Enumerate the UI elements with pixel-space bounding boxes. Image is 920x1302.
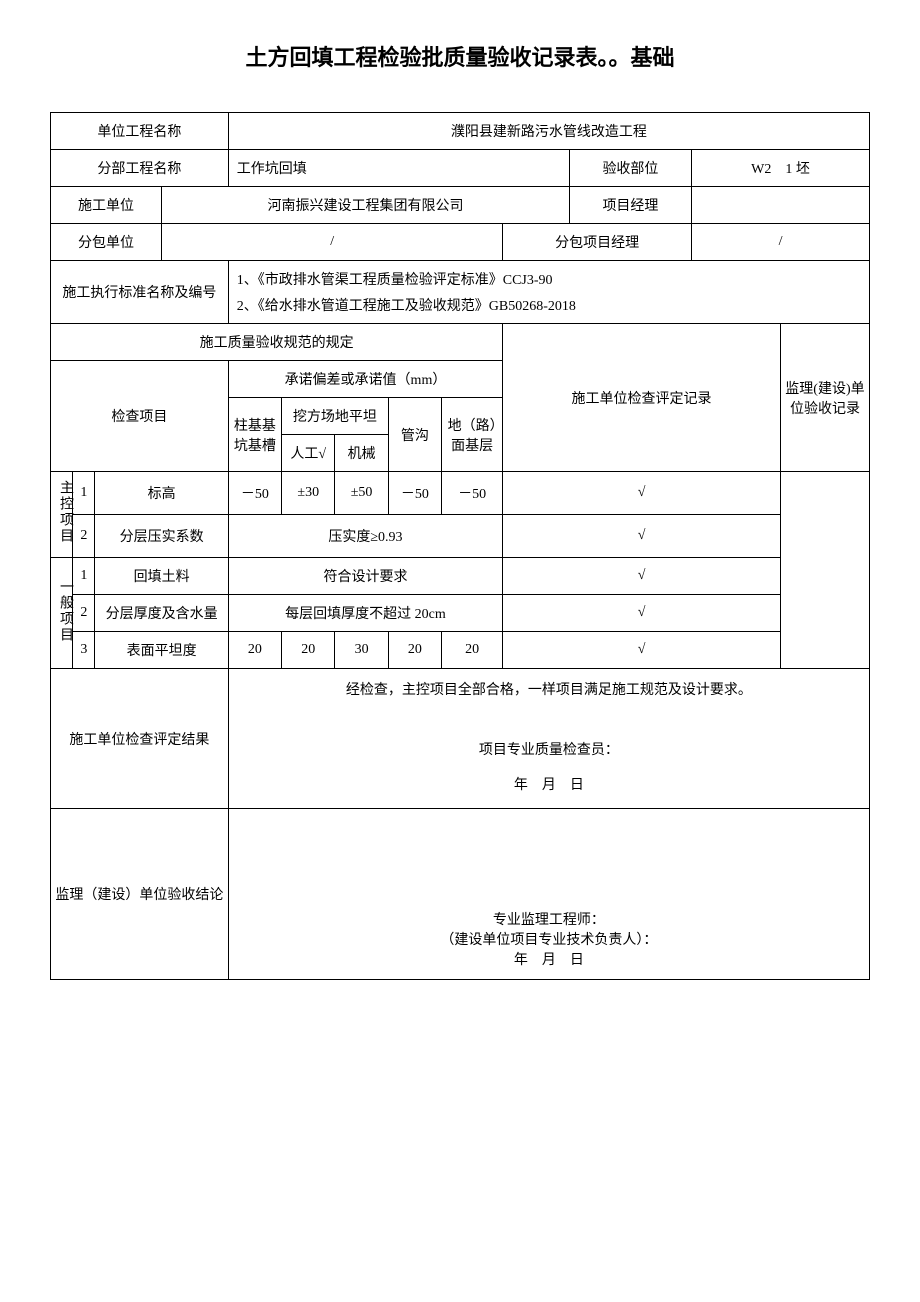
gen-row3-name: 表面平坦度	[95, 632, 228, 669]
value-construction-unit: 河南振兴建设工程集团有限公司	[162, 187, 570, 224]
standard-line1: 1、《市政排水管渠工程质量检验评定标准》CCJ3-90	[237, 269, 865, 289]
main-row2-spec: 压实度≥0.93	[228, 515, 502, 558]
standard-line2: 2、《给水排水管道工程施工及验收规范》GB50268-2018	[237, 295, 865, 315]
gen-row1-name: 回填土料	[95, 558, 228, 595]
col-pipe: 管沟	[388, 398, 441, 472]
label-construction-unit: 施工单位	[51, 187, 162, 224]
col-machine: 机械	[335, 435, 388, 472]
gen-row2-check: √	[503, 595, 781, 632]
label-supervisor-check: 监理(建设)单位验收记录	[780, 324, 869, 472]
main-row1-c3: ±50	[335, 472, 388, 515]
main-row2-name: 分层压实系数	[95, 515, 228, 558]
gen-row3-check: √	[503, 632, 781, 669]
supervisor-signer: 专业监理工程师：	[249, 909, 849, 929]
label-subcontract-pm: 分包项目经理	[503, 224, 692, 261]
gen-row3-c5: 20	[442, 632, 503, 669]
value-standard: 1、《市政排水管渠工程质量检验评定标准》CCJ3-90 2、《给水排水管道工程施…	[228, 261, 869, 324]
gen-row2-name: 分层厚度及含水量	[95, 595, 228, 632]
gen-row1-check: √	[503, 558, 781, 595]
supervisor-date: 年 月 日	[249, 949, 849, 969]
gen-row3-c4: 20	[388, 632, 441, 669]
label-supervisor-result: 监理（建设）单位验收结论	[51, 809, 229, 980]
label-subcontract: 分包单位	[51, 224, 162, 261]
label-construction-check: 施工单位检查评定记录	[503, 324, 781, 472]
main-row1-name: 标高	[95, 472, 228, 515]
col-road: 地（路）面基层	[442, 398, 503, 472]
value-project-manager	[692, 187, 870, 224]
col-pillar: 柱基基坑基槽	[228, 398, 281, 472]
gen-row2-num: 2	[73, 595, 95, 632]
main-row1-c5: －50	[442, 472, 503, 515]
supervisor-signer2: （建设单位项目专业技术负责人）：	[249, 929, 849, 949]
gen-row3-c3: 30	[335, 632, 388, 669]
gen-row3-c1: 20	[228, 632, 281, 669]
main-row1-num: 1	[73, 472, 95, 515]
supervisor-result-block: 专业监理工程师： （建设单位项目专业技术负责人）： 年 月 日	[228, 809, 869, 980]
gen-row1-spec: 符合设计要求	[228, 558, 502, 595]
value-unit-project: 濮阳县建新路污水管线改造工程	[228, 113, 869, 150]
supervisor-check-cell	[780, 472, 869, 669]
label-sub-project: 分部工程名称	[51, 150, 229, 187]
main-row2-check: √	[503, 515, 781, 558]
main-row1-c4: －50	[388, 472, 441, 515]
label-spec-rule: 施工质量验收规范的规定	[51, 324, 503, 361]
label-accept-part: 验收部位	[569, 150, 691, 187]
construction-result-block: 经检查，主控项目全部合格，一样项目满足施工规范及设计要求。 项目专业质量检查员：…	[228, 669, 869, 809]
main-row1-c1: －50	[228, 472, 281, 515]
construction-result-text: 经检查，主控项目全部合格，一样项目满足施工规范及设计要求。	[249, 679, 849, 699]
label-construction-result: 施工单位检查评定结果	[51, 669, 229, 809]
label-tolerance: 承诺偏差或承诺值（mm）	[228, 361, 502, 398]
main-group-label: 主控项目	[51, 472, 73, 558]
gen-row3-c2: 20	[282, 632, 335, 669]
label-inspection-item: 检查项目	[51, 361, 229, 472]
label-unit-project: 单位工程名称	[51, 113, 229, 150]
gen-row3-num: 3	[73, 632, 95, 669]
label-project-manager: 项目经理	[569, 187, 691, 224]
construction-signer: 项目专业质量检查员：	[249, 739, 849, 759]
value-subcontract: /	[162, 224, 503, 261]
inspection-table: 单位工程名称 濮阳县建新路污水管线改造工程 分部工程名称 工作坑回填 验收部位 …	[50, 112, 870, 980]
page-title: 土方回填工程检验批质量验收记录表。。基础	[50, 40, 870, 72]
label-standard: 施工执行标准名称及编号	[51, 261, 229, 324]
main-row1-check: √	[503, 472, 781, 515]
main-row2-num: 2	[73, 515, 95, 558]
gen-row1-num: 1	[73, 558, 95, 595]
value-sub-project: 工作坑回填	[228, 150, 569, 187]
main-row1-c2: ±30	[282, 472, 335, 515]
value-accept-part: W2 1 坯	[692, 150, 870, 187]
construction-date: 年 月 日	[249, 774, 849, 794]
value-subcontract-pm: /	[692, 224, 870, 261]
gen-row2-spec: 每层回填厚度不超过 20cm	[228, 595, 502, 632]
general-group-label: 一般项目	[51, 558, 73, 669]
col-excavation: 挖方场地平坦	[282, 398, 389, 435]
col-manual: 人工√	[282, 435, 335, 472]
